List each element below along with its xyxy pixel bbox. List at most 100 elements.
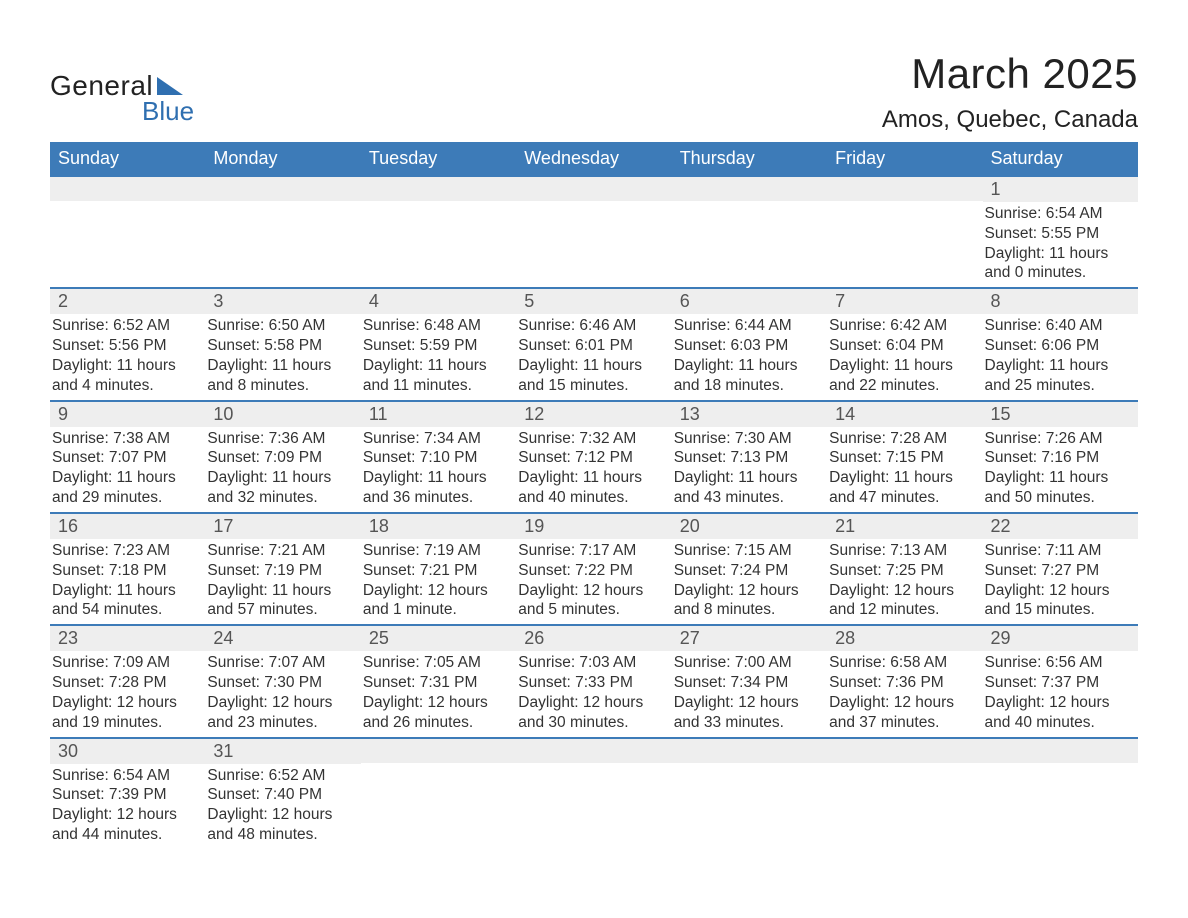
sunset-text: Sunset: 5:58 PM bbox=[207, 336, 352, 356]
day-number: 13 bbox=[672, 402, 827, 427]
sunrise-text: Sunrise: 7:23 AM bbox=[52, 541, 197, 561]
calendar-cell: 4Sunrise: 6:48 AMSunset: 5:59 PMDaylight… bbox=[361, 288, 516, 400]
calendar-cell: 11Sunrise: 7:34 AMSunset: 7:10 PMDayligh… bbox=[361, 401, 516, 513]
sunset-text: Sunset: 7:24 PM bbox=[674, 561, 819, 581]
sunrise-text: Sunrise: 6:52 AM bbox=[207, 766, 352, 786]
sunset-text: Sunset: 7:22 PM bbox=[518, 561, 663, 581]
day-number: 29 bbox=[983, 626, 1138, 651]
calendar-cell: 6Sunrise: 6:44 AMSunset: 6:03 PMDaylight… bbox=[672, 288, 827, 400]
sunrise-text: Sunrise: 7:32 AM bbox=[518, 429, 663, 449]
calendar-row: 16Sunrise: 7:23 AMSunset: 7:18 PM Dayligh… bbox=[50, 513, 1138, 625]
calendar-cell: 17Sunrise: 7:21 AMSunset: 7:19 PMDayligh… bbox=[205, 513, 360, 625]
calendar-cell: 13Sunrise: 7:30 AMSunset: 7:13 PMDayligh… bbox=[672, 401, 827, 513]
sunset-text: Sunset: 7:21 PM bbox=[363, 561, 508, 581]
sunset-text: Sunset: 6:06 PM bbox=[985, 336, 1130, 356]
sunset-text: Sunset: 7:15 PM bbox=[829, 448, 974, 468]
col-wednesday: Wednesday bbox=[516, 142, 671, 176]
day-number bbox=[827, 739, 982, 763]
daylight-text: Daylight: 12 hours and 8 minutes. bbox=[674, 581, 819, 621]
day-number: 16 bbox=[50, 514, 205, 539]
col-tuesday: Tuesday bbox=[361, 142, 516, 176]
daylight-text: Daylight: 11 hours and 8 minutes. bbox=[207, 356, 352, 396]
calendar-cell: 8Sunrise: 6:40 AMSunset: 6:06 PMDaylight… bbox=[983, 288, 1138, 400]
logo-blue-text: Blue bbox=[142, 96, 194, 127]
day-content: Sunrise: 7:15 AMSunset: 7:24 PMDaylight:… bbox=[672, 539, 827, 624]
daylight-text: Daylight: 12 hours and 5 minutes. bbox=[518, 581, 663, 621]
day-number: 3 bbox=[205, 289, 360, 314]
day-number: 17 bbox=[205, 514, 360, 539]
daylight-text: Daylight: 11 hours and 29 minutes. bbox=[52, 468, 197, 508]
sunrise-text: Sunrise: 6:52 AM bbox=[52, 316, 197, 336]
sunset-text: Sunset: 6:03 PM bbox=[674, 336, 819, 356]
day-number: 7 bbox=[827, 289, 982, 314]
day-content: Sunrise: 7:36 AMSunset: 7:09 PMDaylight:… bbox=[205, 427, 360, 512]
calendar-cell bbox=[516, 176, 671, 288]
calendar-cell bbox=[672, 176, 827, 288]
day-content: Sunrise: 7:03 AMSunset: 7:33 PMDaylight:… bbox=[516, 651, 671, 736]
day-content: Sunrise: 6:46 AMSunset: 6:01 PMDaylight:… bbox=[516, 314, 671, 399]
day-number: 26 bbox=[516, 626, 671, 651]
sunrise-text: Sunrise: 6:44 AM bbox=[674, 316, 819, 336]
day-content: Sunrise: 7:09 AMSunset: 7:28 PMDaylight:… bbox=[50, 651, 205, 736]
daylight-text: Daylight: 11 hours and 50 minutes. bbox=[985, 468, 1130, 508]
calendar-cell: 19Sunrise: 7:17 AMSunset: 7:22 PMDayligh… bbox=[516, 513, 671, 625]
day-content: Sunrise: 7:26 AMSunset: 7:16 PMDaylight:… bbox=[983, 427, 1138, 512]
sunrise-text: Sunrise: 7:19 AM bbox=[363, 541, 508, 561]
sunset-text: Sunset: 5:59 PM bbox=[363, 336, 508, 356]
sunset-text: Sunset: 7:30 PM bbox=[207, 673, 352, 693]
sunrise-text: Sunrise: 7:05 AM bbox=[363, 653, 508, 673]
day-number bbox=[983, 739, 1138, 763]
day-number bbox=[205, 177, 360, 201]
day-number: 23 bbox=[50, 626, 205, 651]
daylight-text: Daylight: 12 hours and 1 minute. bbox=[363, 581, 508, 621]
day-number: 12 bbox=[516, 402, 671, 427]
daylight-text: Daylight: 12 hours and 23 minutes. bbox=[207, 693, 352, 733]
daylight-text: Daylight: 11 hours and 36 minutes. bbox=[363, 468, 508, 508]
calendar-cell: 16Sunrise: 7:23 AMSunset: 7:18 PMDayligh… bbox=[50, 513, 205, 625]
calendar-cell bbox=[361, 738, 516, 849]
col-saturday: Saturday bbox=[983, 142, 1138, 176]
daylight-text: Daylight: 11 hours and 22 minutes. bbox=[829, 356, 974, 396]
sunrise-text: Sunrise: 6:58 AM bbox=[829, 653, 974, 673]
sunset-text: Sunset: 7:34 PM bbox=[674, 673, 819, 693]
daylight-text: Daylight: 12 hours and 44 minutes. bbox=[52, 805, 197, 845]
daylight-text: Daylight: 11 hours and 40 minutes. bbox=[518, 468, 663, 508]
day-number bbox=[50, 177, 205, 201]
daylight-text: Daylight: 12 hours and 48 minutes. bbox=[207, 805, 352, 845]
day-number bbox=[516, 739, 671, 763]
calendar-cell: 1Sunrise: 6:54 AMSunset: 5:55 PMDaylight… bbox=[983, 176, 1138, 288]
calendar-cell: 29Sunrise: 6:56 AMSunset: 7:37 PMDayligh… bbox=[983, 625, 1138, 737]
sunrise-text: Sunrise: 6:54 AM bbox=[52, 766, 197, 786]
sunrise-text: Sunrise: 7:00 AM bbox=[674, 653, 819, 673]
calendar-cell: 18Sunrise: 7:19 AMSunset: 7:21 PMDayligh… bbox=[361, 513, 516, 625]
calendar-cell bbox=[827, 176, 982, 288]
sunrise-text: Sunrise: 6:50 AM bbox=[207, 316, 352, 336]
calendar-cell: 30Sunrise: 6:54 AMSunset: 7:39 PMDayligh… bbox=[50, 738, 205, 849]
day-content: Sunrise: 7:13 AMSunset: 7:25 PMDaylight:… bbox=[827, 539, 982, 624]
daylight-text: Daylight: 11 hours and 4 minutes. bbox=[52, 356, 197, 396]
sunrise-text: Sunrise: 7:09 AM bbox=[52, 653, 197, 673]
calendar-cell bbox=[827, 738, 982, 849]
day-content: Sunrise: 7:11 AMSunset: 7:27 PMDaylight:… bbox=[983, 539, 1138, 624]
day-number: 9 bbox=[50, 402, 205, 427]
sunrise-text: Sunrise: 7:28 AM bbox=[829, 429, 974, 449]
sail-icon bbox=[157, 77, 183, 95]
sunset-text: Sunset: 7:12 PM bbox=[518, 448, 663, 468]
day-content: Sunrise: 6:50 AMSunset: 5:58 PMDaylight:… bbox=[205, 314, 360, 399]
daylight-text: Daylight: 11 hours and 57 minutes. bbox=[207, 581, 352, 621]
daylight-text: Daylight: 11 hours and 15 minutes. bbox=[518, 356, 663, 396]
day-number: 15 bbox=[983, 402, 1138, 427]
calendar-cell: 20Sunrise: 7:15 AMSunset: 7:24 PMDayligh… bbox=[672, 513, 827, 625]
calendar-table: Sunday Monday Tuesday Wednesday Thursday… bbox=[50, 142, 1138, 849]
day-number: 10 bbox=[205, 402, 360, 427]
sunset-text: Sunset: 7:18 PM bbox=[52, 561, 197, 581]
location: Amos, Quebec, Canada bbox=[882, 106, 1138, 134]
day-content: Sunrise: 6:48 AMSunset: 5:59 PMDaylight:… bbox=[361, 314, 516, 399]
calendar-body: 1Sunrise: 6:54 AMSunset: 5:55 PMDaylight… bbox=[50, 176, 1138, 849]
daylight-text: Daylight: 12 hours and 19 minutes. bbox=[52, 693, 197, 733]
day-number: 11 bbox=[361, 402, 516, 427]
daylight-text: Daylight: 11 hours and 11 minutes. bbox=[363, 356, 508, 396]
daylight-text: Daylight: 11 hours and 0 minutes. bbox=[985, 244, 1130, 284]
sunrise-text: Sunrise: 6:48 AM bbox=[363, 316, 508, 336]
day-number: 1 bbox=[983, 177, 1138, 202]
